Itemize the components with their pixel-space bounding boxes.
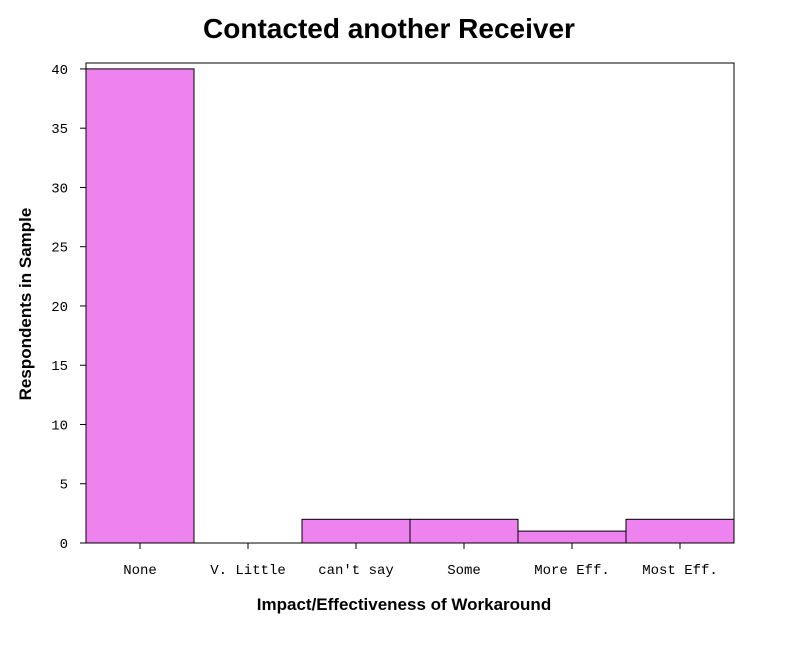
bar-5: [625, 518, 735, 544]
x-tick-label-2: can't say: [318, 563, 394, 579]
bars-group: [85, 68, 735, 544]
y-axis: 0 5 10 15 20 25 30 35 40: [51, 63, 86, 553]
bar-2: [301, 518, 411, 544]
x-tick-label-3: Some: [447, 563, 481, 579]
x-axis-label: Impact/Effectiveness of Workaround: [257, 595, 551, 614]
y-tick-label-7: 35: [51, 122, 68, 138]
y-tick-label-3: 15: [51, 359, 68, 375]
y-tick-label-0: 0: [60, 537, 68, 553]
y-tick-label-8: 40: [51, 63, 68, 79]
y-tick-label-2: 10: [51, 418, 68, 434]
bar-0: [85, 68, 195, 544]
x-axis: None V. Little can't say Some More Eff. Most …: [123, 543, 718, 579]
y-axis-label: Respondents in Sample: [16, 208, 35, 401]
bar-3: [409, 518, 519, 544]
chart-title: Contacted another Receiver: [203, 13, 575, 44]
x-tick-label-1: V. Little: [210, 563, 286, 579]
y-tick-label-4: 20: [51, 300, 68, 316]
y-tick-label-6: 30: [51, 181, 68, 197]
bar-4: [517, 530, 627, 544]
x-tick-label-4: More Eff.: [534, 563, 610, 579]
x-tick-label-5: Most Eff.: [642, 563, 718, 579]
y-tick-label-5: 25: [51, 241, 68, 257]
x-tick-label-0: None: [123, 563, 157, 579]
plot-frame: [85, 62, 735, 544]
y-tick-label-1: 5: [60, 478, 68, 494]
